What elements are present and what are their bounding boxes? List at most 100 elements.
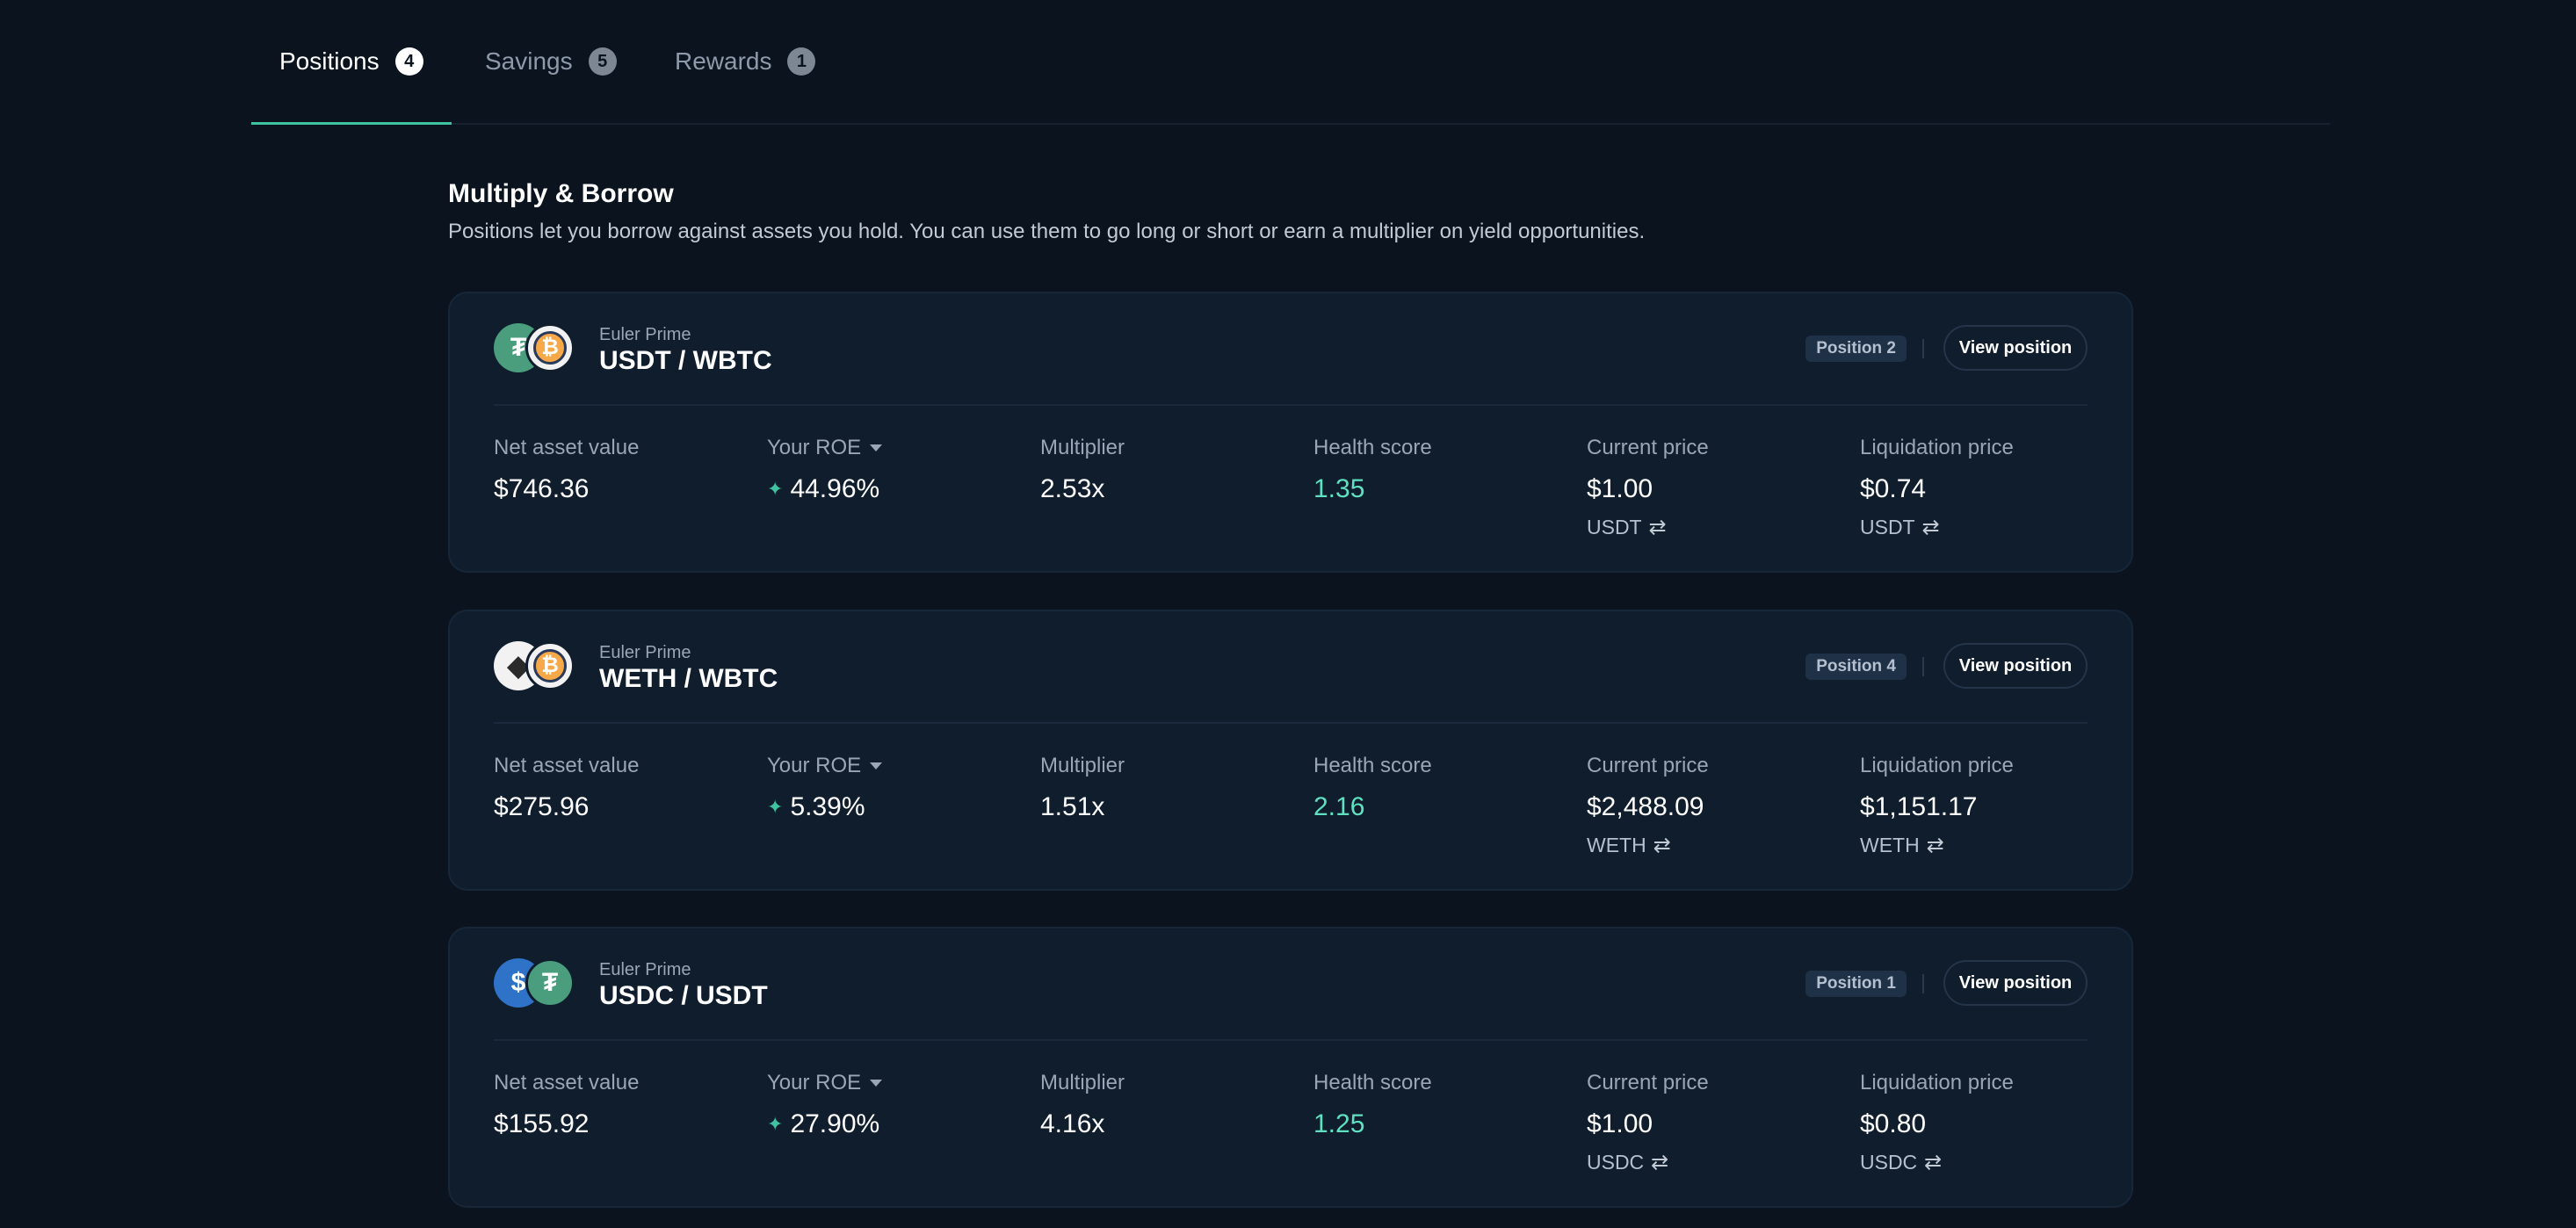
- stat-roe: Your ROE ✦ 5.39%: [767, 752, 1031, 822]
- stat-value: ✦ 27.90%: [767, 1109, 1031, 1139]
- stat-health-score: Health score 1.25: [1313, 1069, 1577, 1139]
- token-pair-icons: ₮ ₿: [494, 323, 582, 376]
- roe-dropdown[interactable]: Your ROE: [767, 434, 1031, 462]
- swap-icon: ⇄: [1921, 516, 1940, 539]
- stat-net-asset-value: Net asset value $275.96: [494, 752, 757, 822]
- roe-value: 27.90%: [790, 1109, 880, 1138]
- price-unit: USDT: [1587, 516, 1642, 538]
- caret-down-icon: [870, 1080, 883, 1087]
- price-unit: WETH: [1860, 834, 1920, 856]
- stat-label: Health score: [1313, 1071, 1432, 1094]
- price-unit: WETH: [1587, 834, 1646, 856]
- view-position-button[interactable]: View position: [1943, 643, 2088, 689]
- tab-label: Positions: [279, 47, 380, 75]
- stat-label: Health score: [1313, 436, 1432, 459]
- tab-label: Savings: [485, 47, 573, 75]
- token-pair-icons: $ ₮: [494, 958, 582, 1011]
- divider: [1922, 657, 1924, 676]
- price-unit-toggle[interactable]: USDC ⇄: [1860, 1150, 2124, 1175]
- swap-icon: ⇄: [1926, 834, 1944, 857]
- stat-health-score: Health score 1.35: [1313, 434, 1577, 504]
- stat-multiplier: Multiplier 1.51x: [1040, 752, 1304, 822]
- token-pair-icons: ◆ ₿: [494, 641, 582, 694]
- tab-positions[interactable]: Positions 4: [251, 0, 452, 125]
- section-description: Positions let you borrow against assets …: [448, 220, 1646, 243]
- stat-label: Your ROE: [767, 1071, 862, 1094]
- tab-savings[interactable]: Savings 5: [485, 0, 617, 123]
- vault-label: Euler Prime: [599, 325, 691, 344]
- pair-name: WETH / WBTC: [599, 664, 778, 693]
- price-unit: USDC: [1587, 1151, 1645, 1174]
- usdt-icon: ₮: [525, 958, 575, 1008]
- stat-value: ✦ 44.96%: [767, 474, 1031, 504]
- stat-label: Liquidation price: [1860, 754, 2014, 777]
- tab-count-badge: 5: [588, 47, 617, 76]
- position-card: ₮ ₿ Euler Prime USDT / WBTC Position 2 V…: [448, 292, 2133, 573]
- stat-value: 1.51x: [1040, 792, 1105, 821]
- stat-multiplier: Multiplier 4.16x: [1040, 1069, 1304, 1139]
- stat-label: Multiplier: [1040, 754, 1125, 777]
- stat-label: Your ROE: [767, 436, 862, 459]
- stat-value: 2.53x: [1040, 474, 1105, 503]
- stat-value: $1.00: [1587, 1109, 1653, 1138]
- tab-count-badge: 4: [394, 47, 423, 76]
- position-badge: Position 2: [1805, 336, 1907, 362]
- roe-dropdown[interactable]: Your ROE: [767, 1069, 1031, 1097]
- wbtc-icon: ₿: [525, 641, 575, 690]
- stat-roe: Your ROE ✦ 44.96%: [767, 434, 1031, 504]
- price-unit-toggle[interactable]: USDC ⇄: [1587, 1150, 1850, 1175]
- stat-multiplier: Multiplier 2.53x: [1040, 434, 1304, 504]
- vault-label: Euler Prime: [599, 643, 691, 662]
- card-header: $ ₮ Euler Prime USDC / USDT Position 1 V…: [494, 928, 2088, 1041]
- stat-label: Liquidation price: [1860, 436, 2014, 459]
- price-unit-toggle[interactable]: WETH ⇄: [1860, 833, 2124, 858]
- position-stats: Net asset value $155.92 Your ROE ✦ 27.90…: [494, 1069, 2093, 1183]
- stat-value: $0.74: [1860, 474, 1927, 503]
- sparkle-icon: ✦: [767, 1113, 784, 1135]
- stat-value: 4.16x: [1040, 1109, 1105, 1138]
- stat-value: $746.36: [494, 474, 590, 503]
- position-stats: Net asset value $746.36 Your ROE ✦ 44.96…: [494, 434, 2093, 548]
- position-card: $ ₮ Euler Prime USDC / USDT Position 1 V…: [448, 927, 2133, 1208]
- price-unit-toggle[interactable]: USDT ⇄: [1587, 515, 1850, 540]
- price-unit: USDC: [1860, 1151, 1918, 1174]
- stat-value: 1.25: [1313, 1109, 1365, 1138]
- divider: [1922, 974, 1924, 993]
- roe-value: 44.96%: [790, 474, 880, 503]
- card-header: ◆ ₿ Euler Prime WETH / WBTC Position 4 V…: [494, 611, 2088, 724]
- section-title: Multiply & Borrow: [448, 179, 674, 208]
- stat-liquidation-price: Liquidation price $1,151.17 WETH ⇄: [1860, 752, 2124, 858]
- stat-label: Multiplier: [1040, 1071, 1125, 1094]
- pair-name: USDT / WBTC: [599, 346, 772, 375]
- tab-count-badge: 1: [787, 47, 816, 76]
- sparkle-icon: ✦: [767, 478, 784, 500]
- price-unit-toggle[interactable]: WETH ⇄: [1587, 833, 1850, 858]
- stat-liquidation-price: Liquidation price $0.74 USDT ⇄: [1860, 434, 2124, 540]
- stat-health-score: Health score 2.16: [1313, 752, 1577, 822]
- position-stats: Net asset value $275.96 Your ROE ✦ 5.39%…: [494, 752, 2093, 866]
- stat-current-price: Current price $1.00 USDT ⇄: [1587, 434, 1850, 540]
- stat-value: $0.80: [1860, 1109, 1927, 1138]
- stat-liquidation-price: Liquidation price $0.80 USDC ⇄: [1860, 1069, 2124, 1175]
- swap-icon: ⇄: [1924, 1151, 1943, 1174]
- stat-value: ✦ 5.39%: [767, 792, 1031, 822]
- stat-value: $275.96: [494, 792, 590, 821]
- stat-roe: Your ROE ✦ 27.90%: [767, 1069, 1031, 1139]
- roe-value: 5.39%: [790, 792, 865, 821]
- swap-icon: ⇄: [1651, 1151, 1669, 1174]
- tab-rewards[interactable]: Rewards 1: [675, 0, 816, 123]
- view-position-button[interactable]: View position: [1943, 325, 2088, 371]
- stat-label: Net asset value: [494, 1071, 640, 1094]
- card-header: ₮ ₿ Euler Prime USDT / WBTC Position 2 V…: [494, 293, 2088, 406]
- stat-label: Liquidation price: [1860, 1071, 2014, 1094]
- wbtc-icon: ₿: [525, 323, 575, 372]
- divider: [1922, 339, 1924, 358]
- stat-current-price: Current price $1.00 USDC ⇄: [1587, 1069, 1850, 1175]
- view-position-button[interactable]: View position: [1943, 960, 2088, 1006]
- roe-dropdown[interactable]: Your ROE: [767, 752, 1031, 780]
- stat-value: $1,151.17: [1860, 792, 1978, 821]
- stat-value: $155.92: [494, 1109, 590, 1138]
- price-unit-toggle[interactable]: USDT ⇄: [1860, 515, 2124, 540]
- position-badge: Position 1: [1805, 971, 1907, 997]
- stat-label: Net asset value: [494, 754, 640, 777]
